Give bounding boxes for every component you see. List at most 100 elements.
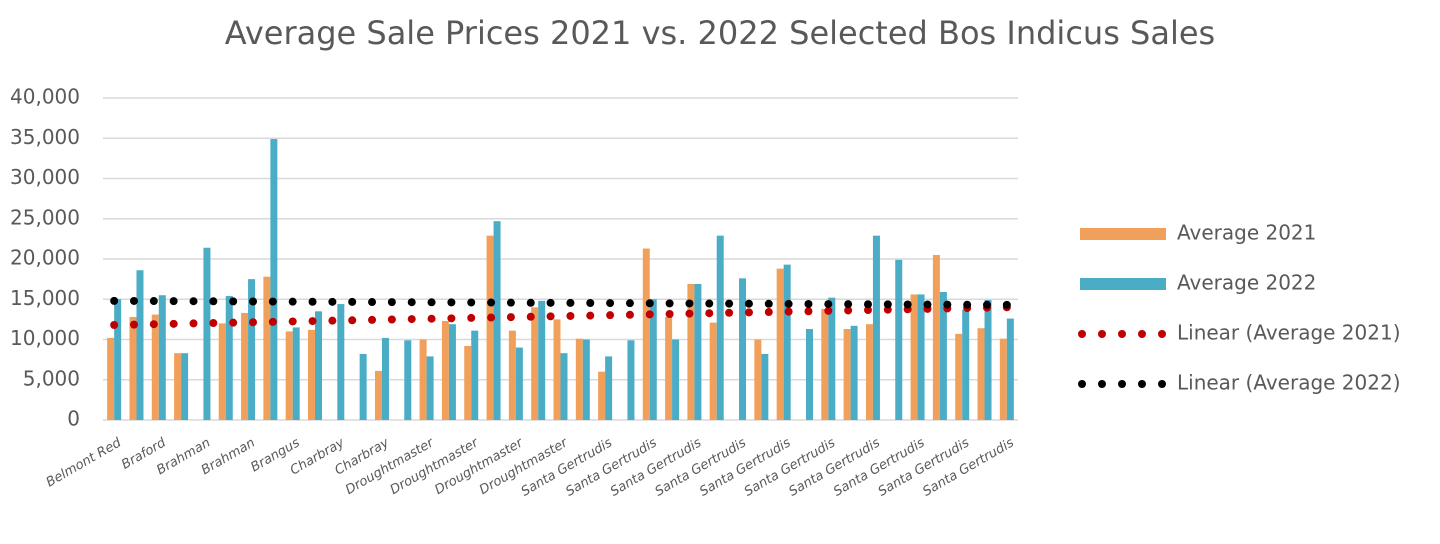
bar bbox=[850, 325, 858, 420]
trend-dot bbox=[308, 317, 317, 326]
trend-dot bbox=[764, 299, 773, 308]
trend-dot bbox=[189, 319, 198, 328]
trend-dot bbox=[407, 315, 416, 324]
trend-dot bbox=[110, 321, 119, 330]
bar bbox=[687, 283, 695, 420]
bar bbox=[203, 247, 211, 420]
trend-dot bbox=[447, 298, 456, 307]
y-tick-label: 5,000 bbox=[23, 366, 80, 390]
trend-dot bbox=[645, 299, 654, 308]
bar bbox=[174, 353, 182, 420]
bar bbox=[872, 235, 880, 420]
bar bbox=[270, 139, 278, 420]
legend-swatch bbox=[1080, 228, 1166, 240]
bar bbox=[114, 299, 122, 420]
bar bbox=[709, 322, 717, 420]
bar bbox=[136, 270, 144, 420]
trend-dot bbox=[744, 299, 753, 308]
trend-dot bbox=[506, 313, 515, 322]
bar bbox=[739, 278, 747, 420]
trend-dot bbox=[804, 307, 813, 316]
bar bbox=[754, 339, 762, 420]
bar bbox=[649, 299, 657, 420]
trend-dot bbox=[427, 298, 436, 307]
legend-swatch bbox=[1118, 380, 1126, 388]
trend-dot bbox=[963, 300, 972, 309]
trend-dot bbox=[487, 298, 496, 307]
bar bbox=[582, 339, 590, 420]
trend-dot bbox=[209, 297, 218, 306]
trend-dot bbox=[149, 297, 158, 306]
trend-dot bbox=[566, 311, 575, 320]
trend-dot bbox=[744, 308, 753, 317]
legend-swatch bbox=[1078, 380, 1086, 388]
legend-label: Average 2021 bbox=[1177, 221, 1316, 245]
trend-dot bbox=[725, 299, 734, 308]
trend-dot bbox=[308, 297, 317, 306]
bar bbox=[984, 300, 992, 420]
bar bbox=[843, 329, 851, 420]
y-tick-label: 15,000 bbox=[10, 286, 80, 310]
bar bbox=[315, 311, 323, 420]
trend-dot bbox=[149, 320, 158, 329]
trend-dot bbox=[705, 299, 714, 308]
bar bbox=[129, 316, 137, 420]
trend-dot bbox=[943, 300, 952, 309]
trend-dot bbox=[705, 309, 714, 318]
trend-dot bbox=[427, 314, 436, 323]
trend-dot bbox=[1002, 300, 1011, 309]
trend-dot bbox=[368, 315, 377, 324]
bar bbox=[553, 319, 561, 420]
trend-dot bbox=[685, 299, 694, 308]
trend-dot bbox=[784, 307, 793, 316]
trend-dot bbox=[844, 300, 853, 309]
trend-dot bbox=[526, 298, 535, 307]
bar bbox=[917, 294, 925, 420]
trend-dot bbox=[606, 299, 615, 308]
trend-dot bbox=[665, 299, 674, 308]
trend-dot bbox=[903, 300, 912, 309]
legend-swatch bbox=[1098, 380, 1106, 388]
bar bbox=[426, 356, 434, 420]
y-tick-label: 35,000 bbox=[10, 125, 80, 149]
trend-dot bbox=[784, 299, 793, 308]
legend-label: Linear (Average 2021) bbox=[1177, 321, 1401, 345]
bar bbox=[665, 316, 673, 420]
legend-swatch bbox=[1138, 380, 1146, 388]
y-tick-label: 10,000 bbox=[10, 326, 80, 350]
trend-dot bbox=[368, 298, 377, 307]
bar bbox=[508, 330, 516, 420]
bar bbox=[308, 329, 316, 420]
trend-dot bbox=[824, 306, 833, 315]
bar bbox=[598, 371, 606, 420]
trend-dot bbox=[764, 308, 773, 317]
bar bbox=[642, 248, 650, 420]
trend-dot bbox=[863, 300, 872, 309]
trend-dot bbox=[467, 313, 476, 322]
bar bbox=[865, 324, 873, 420]
bar bbox=[828, 297, 836, 420]
trend-dot bbox=[546, 298, 555, 307]
trend-dot bbox=[348, 297, 357, 306]
legend-swatch bbox=[1138, 330, 1146, 338]
trend-dot bbox=[249, 297, 258, 306]
bar bbox=[672, 339, 680, 420]
trend-dot bbox=[229, 297, 238, 306]
trend-dot bbox=[606, 311, 615, 320]
bar bbox=[910, 294, 918, 420]
trend-dot bbox=[447, 314, 456, 323]
trend-dot bbox=[288, 317, 297, 326]
trend-dot bbox=[625, 299, 634, 308]
bar bbox=[575, 338, 583, 420]
trend-dot bbox=[506, 298, 515, 307]
bar bbox=[151, 314, 159, 420]
legend-label: Linear (Average 2022) bbox=[1177, 371, 1401, 395]
trend-dot bbox=[328, 297, 337, 306]
trend-line bbox=[110, 303, 1011, 330]
trend-dot bbox=[487, 313, 496, 322]
bar bbox=[955, 333, 963, 420]
trend-dot bbox=[328, 316, 337, 325]
bar bbox=[999, 338, 1007, 420]
bar bbox=[374, 370, 382, 420]
